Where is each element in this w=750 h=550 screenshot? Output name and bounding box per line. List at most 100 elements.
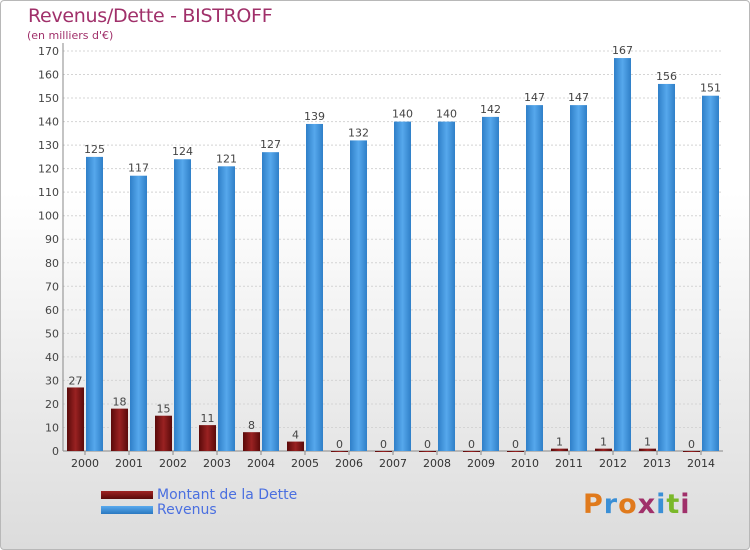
x-tick-label: 2003 (203, 457, 231, 470)
bar-revenus (86, 156, 103, 451)
x-tick-label: 2001 (115, 457, 143, 470)
data-label-revenus: 121 (216, 152, 237, 165)
y-tick-label: 90 (45, 233, 59, 246)
legend-label-dette: Montant de la Dette (157, 486, 298, 503)
data-label-dette: 0 (380, 438, 387, 451)
logo-letter: t (666, 489, 681, 520)
data-label-dette: 0 (336, 438, 343, 451)
chart-subtitle: (en milliers d'€) (27, 29, 114, 42)
legend-item-revenus: Revenus (101, 501, 297, 518)
data-label-revenus: 139 (304, 110, 325, 123)
logo-letter: i (656, 489, 667, 520)
bar-revenus (614, 58, 631, 451)
bar-dette (199, 425, 216, 451)
bar-dette (243, 432, 260, 451)
data-label-dette: 0 (688, 438, 695, 451)
legend-label-revenus: Revenus (157, 501, 217, 518)
y-tick-label: 30 (45, 374, 59, 387)
data-label-dette: 0 (424, 438, 431, 451)
bar-revenus (658, 83, 675, 452)
x-tick-label: 2002 (159, 457, 187, 470)
x-tick-label: 2009 (467, 457, 495, 470)
x-tick-label: 2008 (423, 457, 451, 470)
bar-dette (507, 451, 524, 452)
x-tick-label: 2004 (247, 457, 275, 470)
y-tick-label: 170 (38, 45, 59, 58)
legend: Montant de la Dette Revenus (101, 486, 298, 518)
y-tick-label: 120 (38, 163, 59, 176)
data-label-dette: 18 (113, 396, 127, 409)
data-label-revenus: 125 (84, 143, 105, 156)
logo-letter: P (583, 489, 604, 520)
y-tick-label: 130 (38, 139, 59, 152)
bar-revenus (438, 121, 455, 452)
data-label-revenus: 127 (260, 138, 281, 151)
legend-swatch-revenus (101, 505, 153, 514)
data-label-revenus: 117 (128, 162, 149, 175)
bar-dette (287, 441, 304, 451)
y-tick-label: 70 (45, 280, 59, 293)
logo-letter: i (680, 489, 691, 520)
x-tick-label: 2006 (335, 457, 363, 470)
x-tick-label: 2012 (599, 457, 627, 470)
data-label-dette: 1 (600, 436, 607, 449)
y-tick-label: 80 (45, 257, 59, 270)
x-tick-label: 2010 (511, 457, 539, 470)
bar-revenus (350, 140, 367, 452)
data-label-revenus: 124 (172, 145, 193, 158)
y-tick-label: 40 (45, 351, 59, 364)
y-tick-label: 100 (38, 210, 59, 223)
bar-revenus (394, 121, 411, 452)
data-label-revenus: 147 (524, 91, 545, 104)
bar-revenus (262, 152, 279, 452)
data-label-revenus: 151 (700, 82, 721, 95)
x-tick-label: 2000 (71, 457, 99, 470)
data-label-dette: 1 (644, 436, 651, 449)
bar-revenus (702, 95, 719, 452)
x-tick-label: 2014 (687, 457, 715, 470)
bar-revenus (526, 105, 543, 451)
data-label-revenus: 140 (392, 108, 413, 121)
legend-item-dette: Montant de la Dette (101, 486, 298, 503)
data-label-dette: 0 (468, 438, 475, 451)
logo-letter: o (618, 489, 638, 520)
data-label-dette: 8 (248, 419, 255, 432)
bar-revenus (130, 175, 147, 452)
data-label-dette: 1 (556, 436, 563, 449)
bar-dette (111, 408, 128, 451)
data-label-revenus: 142 (480, 103, 501, 116)
y-tick-label: 160 (38, 69, 59, 82)
logo-letter: r (603, 489, 619, 520)
data-label-dette: 4 (292, 429, 299, 442)
data-label-dette: 11 (201, 412, 215, 425)
y-tick-label: 20 (45, 398, 59, 411)
data-label-revenus: 132 (348, 126, 369, 139)
x-tick-label: 2005 (291, 457, 319, 470)
y-tick-label: 0 (52, 445, 59, 458)
data-label-revenus: 140 (436, 108, 457, 121)
y-tick-label: 140 (38, 116, 59, 129)
bar-dette (639, 448, 656, 451)
y-tick-label: 50 (45, 327, 59, 340)
bar-dette (67, 387, 84, 451)
bar-dette (375, 451, 392, 452)
x-tick-label: 2013 (643, 457, 671, 470)
bar-dette (419, 451, 436, 452)
bar-dette (683, 451, 700, 452)
y-tick-label: 10 (45, 421, 59, 434)
x-tick-label: 2011 (555, 457, 583, 470)
bar-dette (155, 415, 172, 451)
bar-dette (551, 448, 568, 451)
logo-letter: x (637, 489, 657, 520)
y-tick-label: 60 (45, 304, 59, 317)
bar-revenus (482, 116, 499, 451)
bar-dette (595, 448, 612, 451)
bar-dette (463, 451, 480, 452)
data-label-dette: 0 (512, 438, 519, 451)
chart-title: Revenus/Dette - BISTROFF (28, 5, 273, 27)
data-label-revenus: 147 (568, 91, 589, 104)
bar-revenus (306, 123, 323, 452)
data-label-revenus: 156 (656, 70, 677, 83)
